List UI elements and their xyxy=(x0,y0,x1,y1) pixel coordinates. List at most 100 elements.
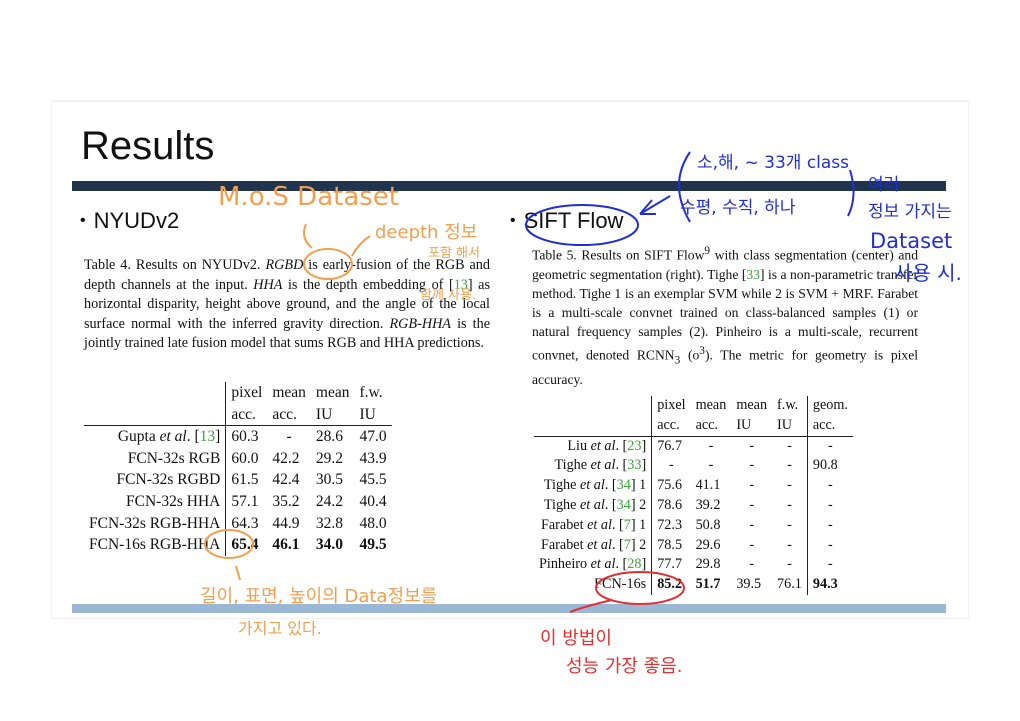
cell: - xyxy=(690,435,732,457)
cell: - xyxy=(708,457,714,474)
header-cell: IU xyxy=(736,416,752,433)
citation-link[interactable]: 13 xyxy=(453,276,468,293)
author-em: et al xyxy=(590,437,616,454)
citation-link[interactable]: 33 xyxy=(627,457,642,474)
table-row-best: FCN-16s RGB-HHA 65.4 46.1 34.0 49.5 xyxy=(84,534,392,556)
caption-text: ] as horizontal disparity, height above … xyxy=(84,276,490,332)
orange-note: 가지고 있다. xyxy=(238,619,322,638)
row-suffix: 2 xyxy=(635,536,647,553)
citation-link[interactable]: 13 xyxy=(199,428,216,446)
cell: 49.5 xyxy=(359,536,387,554)
cell: 78.5 xyxy=(651,535,691,556)
table-row: Gupta et al. [13] 60.3 - 28.6 47.0 xyxy=(84,425,392,448)
row-name: Pinheiro et al. [28] xyxy=(534,555,652,575)
row-name: Tighe et al. [34] 2 xyxy=(534,496,652,516)
header-cell: IU xyxy=(359,405,376,423)
caption-text: is the depth embedding of [ xyxy=(282,276,454,293)
author: Tighe xyxy=(543,477,577,494)
red-note: 성능 가장 좋음. xyxy=(566,656,683,677)
table-row: FCN-32s RGB 60.0 42.2 29.2 43.9 xyxy=(84,447,392,470)
cell: - xyxy=(749,457,755,474)
cell: 28.6 xyxy=(310,425,355,448)
cell: 90.8 xyxy=(806,456,853,477)
table-row: Pinheiro et al. [28] 77.7 29.8- - - xyxy=(534,555,853,576)
cell: 29.6 xyxy=(695,536,721,553)
cell: 47.0 xyxy=(354,425,392,448)
cell: 60.3 xyxy=(225,425,268,448)
cell: - xyxy=(806,535,853,556)
author: Liu xyxy=(567,437,588,454)
table-header-row: pixel mean mean f.w. xyxy=(84,382,392,404)
header-cell: mean xyxy=(272,384,306,401)
cell: - xyxy=(749,536,755,553)
cite-close: ] xyxy=(215,428,221,446)
row-name: FCN-32s RGB-HHA xyxy=(89,514,221,532)
cite-open: . [ xyxy=(611,516,624,533)
cell: - xyxy=(787,536,792,553)
blue-note: 여러 xyxy=(868,175,899,195)
citation-link[interactable]: 23 xyxy=(627,437,642,454)
citation-link[interactable]: 34 xyxy=(616,496,631,513)
cell: 41.1 xyxy=(695,477,721,494)
table-row: Tighe et al. [33] - - - -90.8 xyxy=(534,456,853,477)
cite-close: ] xyxy=(630,536,636,553)
cite-open: . [ xyxy=(615,556,628,573)
table-row: FCN-32s RGB-HHA 64.3 44.9 32.8 48.0 xyxy=(84,512,392,535)
cell: 64.3 xyxy=(225,512,268,535)
blue-note: 사용 시. xyxy=(894,261,962,285)
cell: 32.8 xyxy=(315,514,344,532)
cell: - xyxy=(787,556,792,573)
cite-open: . [ xyxy=(604,496,617,513)
table5-body: Liu et al. [23] 76.7- - - - Tighe et al. [33]… xyxy=(534,435,853,576)
cell: 51.7 xyxy=(695,576,721,593)
row-name: FCN-32s HHA xyxy=(126,492,221,510)
cell: - xyxy=(787,496,792,513)
cell: 24.2 xyxy=(315,492,344,510)
citation-link[interactable]: 28 xyxy=(627,556,642,573)
citation-link[interactable]: 34 xyxy=(616,477,631,494)
caption-text: Table 5. Results on SIFT Flow xyxy=(532,247,705,263)
subscript: 3 xyxy=(674,353,681,366)
header-cell: IU xyxy=(777,416,793,433)
cell: - xyxy=(787,477,792,494)
cell: - xyxy=(651,456,691,477)
caption-em: HHA xyxy=(253,276,283,293)
citation-link[interactable]: 7 xyxy=(623,516,631,533)
cell: - xyxy=(806,555,853,576)
orange-note: M.o.S Dataset xyxy=(218,182,399,212)
table-header-row: acc. acc. IU IU acc. xyxy=(534,415,853,437)
slide-title: Results xyxy=(81,124,215,168)
red-arrow xyxy=(569,599,613,613)
cite-close: ] xyxy=(630,516,636,533)
cell: 39.2 xyxy=(695,496,721,513)
header-cell: acc. xyxy=(272,405,297,423)
cell: 78.6 xyxy=(651,495,691,516)
citation-link[interactable]: 7 xyxy=(623,536,631,553)
cell: - xyxy=(749,496,755,513)
header-cell: pixel xyxy=(651,396,691,416)
orange-note: deepth 정보 xyxy=(375,222,477,243)
cell: 57.1 xyxy=(225,490,268,513)
bullet-dot: • xyxy=(510,212,516,229)
citation-link[interactable]: 33 xyxy=(746,266,760,282)
blue-bracket xyxy=(847,169,855,217)
cell: 60.0 xyxy=(225,447,268,470)
cell: 34.0 xyxy=(315,536,344,554)
caption-text: ] is a non-parametric transfer method. T… xyxy=(532,266,919,363)
header-cell: acc. xyxy=(651,415,691,437)
cite-open: . [ xyxy=(615,457,628,474)
cell: 39.5 xyxy=(736,576,762,593)
superscript: 3 xyxy=(699,344,705,357)
cell: 42.4 xyxy=(272,471,300,489)
author: Gupta xyxy=(117,428,160,446)
table-row: Tighe et al. [34] 2 78.6 39.2- - - xyxy=(534,495,853,516)
cell: 50.8 xyxy=(695,516,721,533)
author: Tighe xyxy=(543,496,577,513)
orange-note: 함께 사용. xyxy=(420,288,476,303)
author: Farabet xyxy=(540,536,584,553)
header-cell: acc. xyxy=(695,416,719,433)
row-name: Gupta et al. [13] xyxy=(84,425,226,448)
nyudv2-heading: NYUDv2 xyxy=(93,208,180,233)
author-em: et al xyxy=(587,516,612,533)
